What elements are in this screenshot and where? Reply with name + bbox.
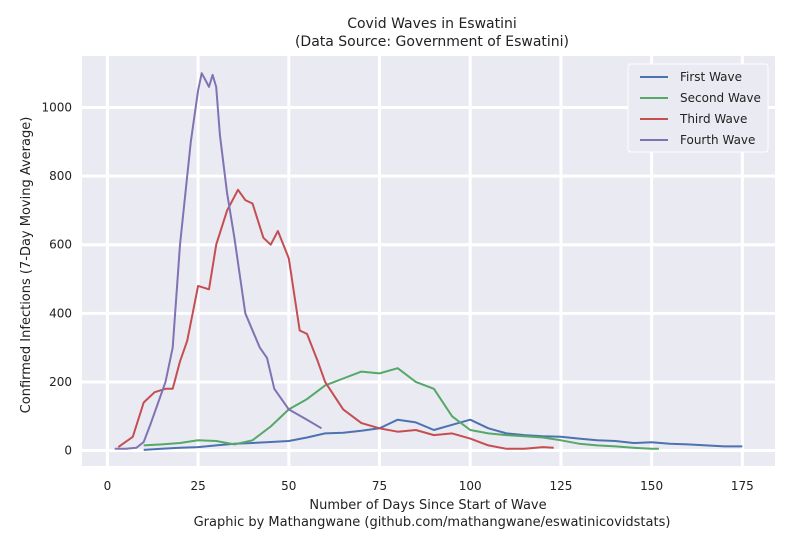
series-line-first-wave xyxy=(143,418,743,451)
y-tick-label: 400 xyxy=(49,306,72,320)
legend-label-third-wave: Third Wave xyxy=(679,112,747,126)
chart-title: Covid Waves in Eswatini xyxy=(347,16,517,32)
series-line-third-wave xyxy=(117,188,554,450)
y-tick-labels: 0 200 400 600 800 1000 xyxy=(41,100,72,457)
x-tick-label: 75 xyxy=(372,479,387,493)
x-tick-label: 100 xyxy=(459,479,482,493)
y-tick-label: 0 xyxy=(64,444,72,458)
x-tick-label: 175 xyxy=(731,479,754,493)
grid xyxy=(82,56,775,466)
y-tick-label: 800 xyxy=(49,169,72,183)
legend-label-second-wave: Second Wave xyxy=(680,91,761,105)
caption: Graphic by Mathangwane (github.com/matha… xyxy=(194,515,671,530)
legend-box xyxy=(627,63,769,153)
y-tick-label: 600 xyxy=(49,238,72,252)
x-tick-label: 125 xyxy=(549,479,572,493)
series-layer xyxy=(114,72,743,451)
x-tick-labels: 0 25 50 75 100 125 150 175 xyxy=(104,479,754,493)
y-axis-label: Confirmed Infections (7-Day Moving Avera… xyxy=(19,117,34,414)
legend: First Wave Second Wave Third Wave Fourth Wa… xyxy=(627,63,769,153)
chart-subtitle: (Data Source: Government of Eswatini) xyxy=(295,34,569,50)
x-tick-label: 25 xyxy=(190,479,205,493)
legend-label-fourth-wave: Fourth Wave xyxy=(680,133,755,147)
y-tick-label: 200 xyxy=(49,375,72,389)
x-axis-label: Number of Days Since Start of Wave xyxy=(309,498,546,513)
legend-label-first-wave: First Wave xyxy=(680,70,742,84)
series-line-second-wave xyxy=(143,367,659,450)
x-tick-label: 0 xyxy=(104,479,112,493)
x-tick-label: 150 xyxy=(640,479,663,493)
y-tick-label: 1000 xyxy=(41,100,72,114)
series-line-fourth-wave xyxy=(114,72,323,450)
x-tick-label: 50 xyxy=(281,479,296,493)
